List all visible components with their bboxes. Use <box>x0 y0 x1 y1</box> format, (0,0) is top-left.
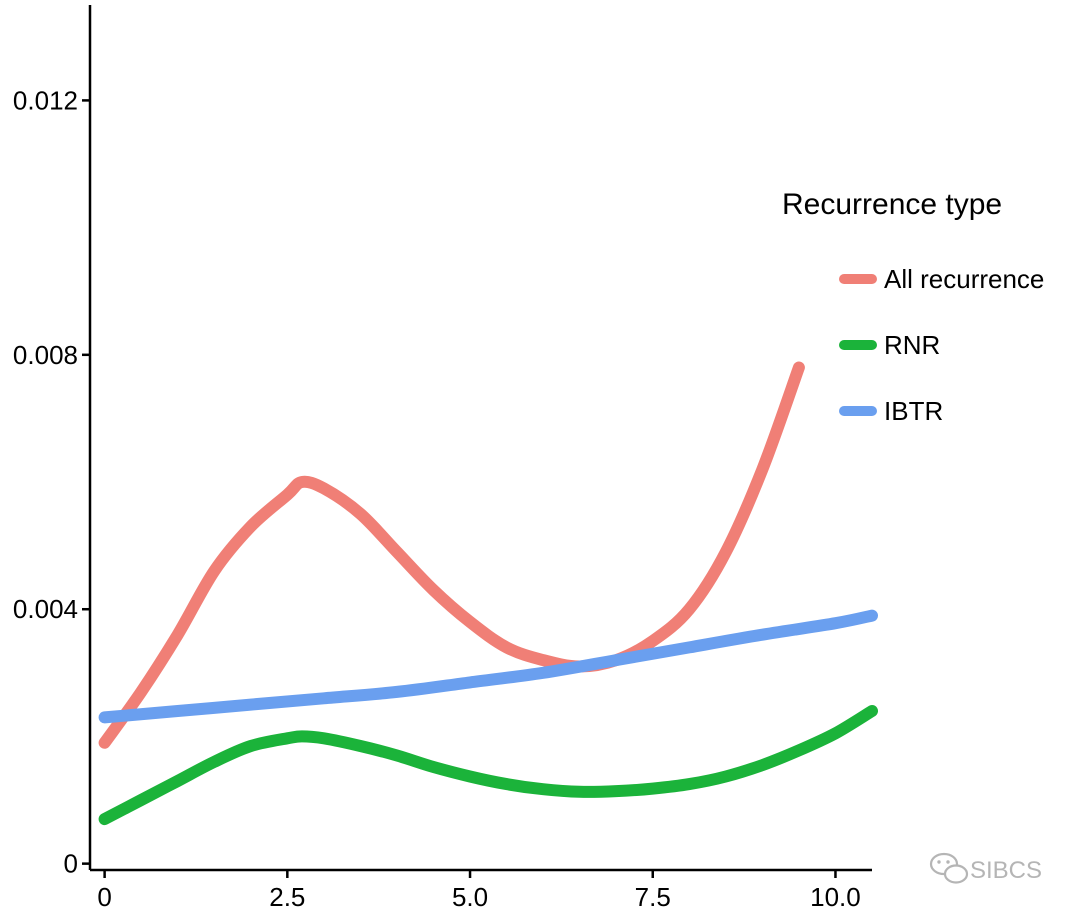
y-tick-label: 0.004 <box>13 594 78 624</box>
legend: Recurrence type All recurrence RNR IBTR <box>782 188 1044 426</box>
legend-label-ibtr: IBTR <box>884 396 943 426</box>
legend-label-rnr: RNR <box>884 330 940 360</box>
x-tick-label: 10.0 <box>810 882 861 912</box>
legend-items: All recurrence RNR IBTR <box>839 264 1044 426</box>
series-layer <box>98 361 878 826</box>
y-tick-label: 0.012 <box>13 85 78 115</box>
x-tick-label: 7.5 <box>635 882 671 912</box>
x-tick-label: 5.0 <box>452 882 488 912</box>
series-line-rnr <box>98 705 878 826</box>
legend-title: Recurrence type <box>782 188 1002 221</box>
series-line-ibtr <box>98 609 878 724</box>
y-tick-label: 0.008 <box>13 340 78 370</box>
watermark: SIBCS <box>929 852 1042 884</box>
y-tick-label: 0 <box>64 849 78 879</box>
x-tick-label: 0 <box>97 882 111 912</box>
series-line-all-recurrence <box>98 361 805 749</box>
axes: 0 0.004 0.008 0.012 0 2.5 5.0 7.5 10.0 <box>13 5 872 912</box>
wechat-icon <box>929 852 969 884</box>
watermark-text: SIBCS <box>970 857 1042 884</box>
legend-label-all-recurrence: All recurrence <box>884 264 1044 294</box>
x-tick-label: 2.5 <box>269 882 305 912</box>
